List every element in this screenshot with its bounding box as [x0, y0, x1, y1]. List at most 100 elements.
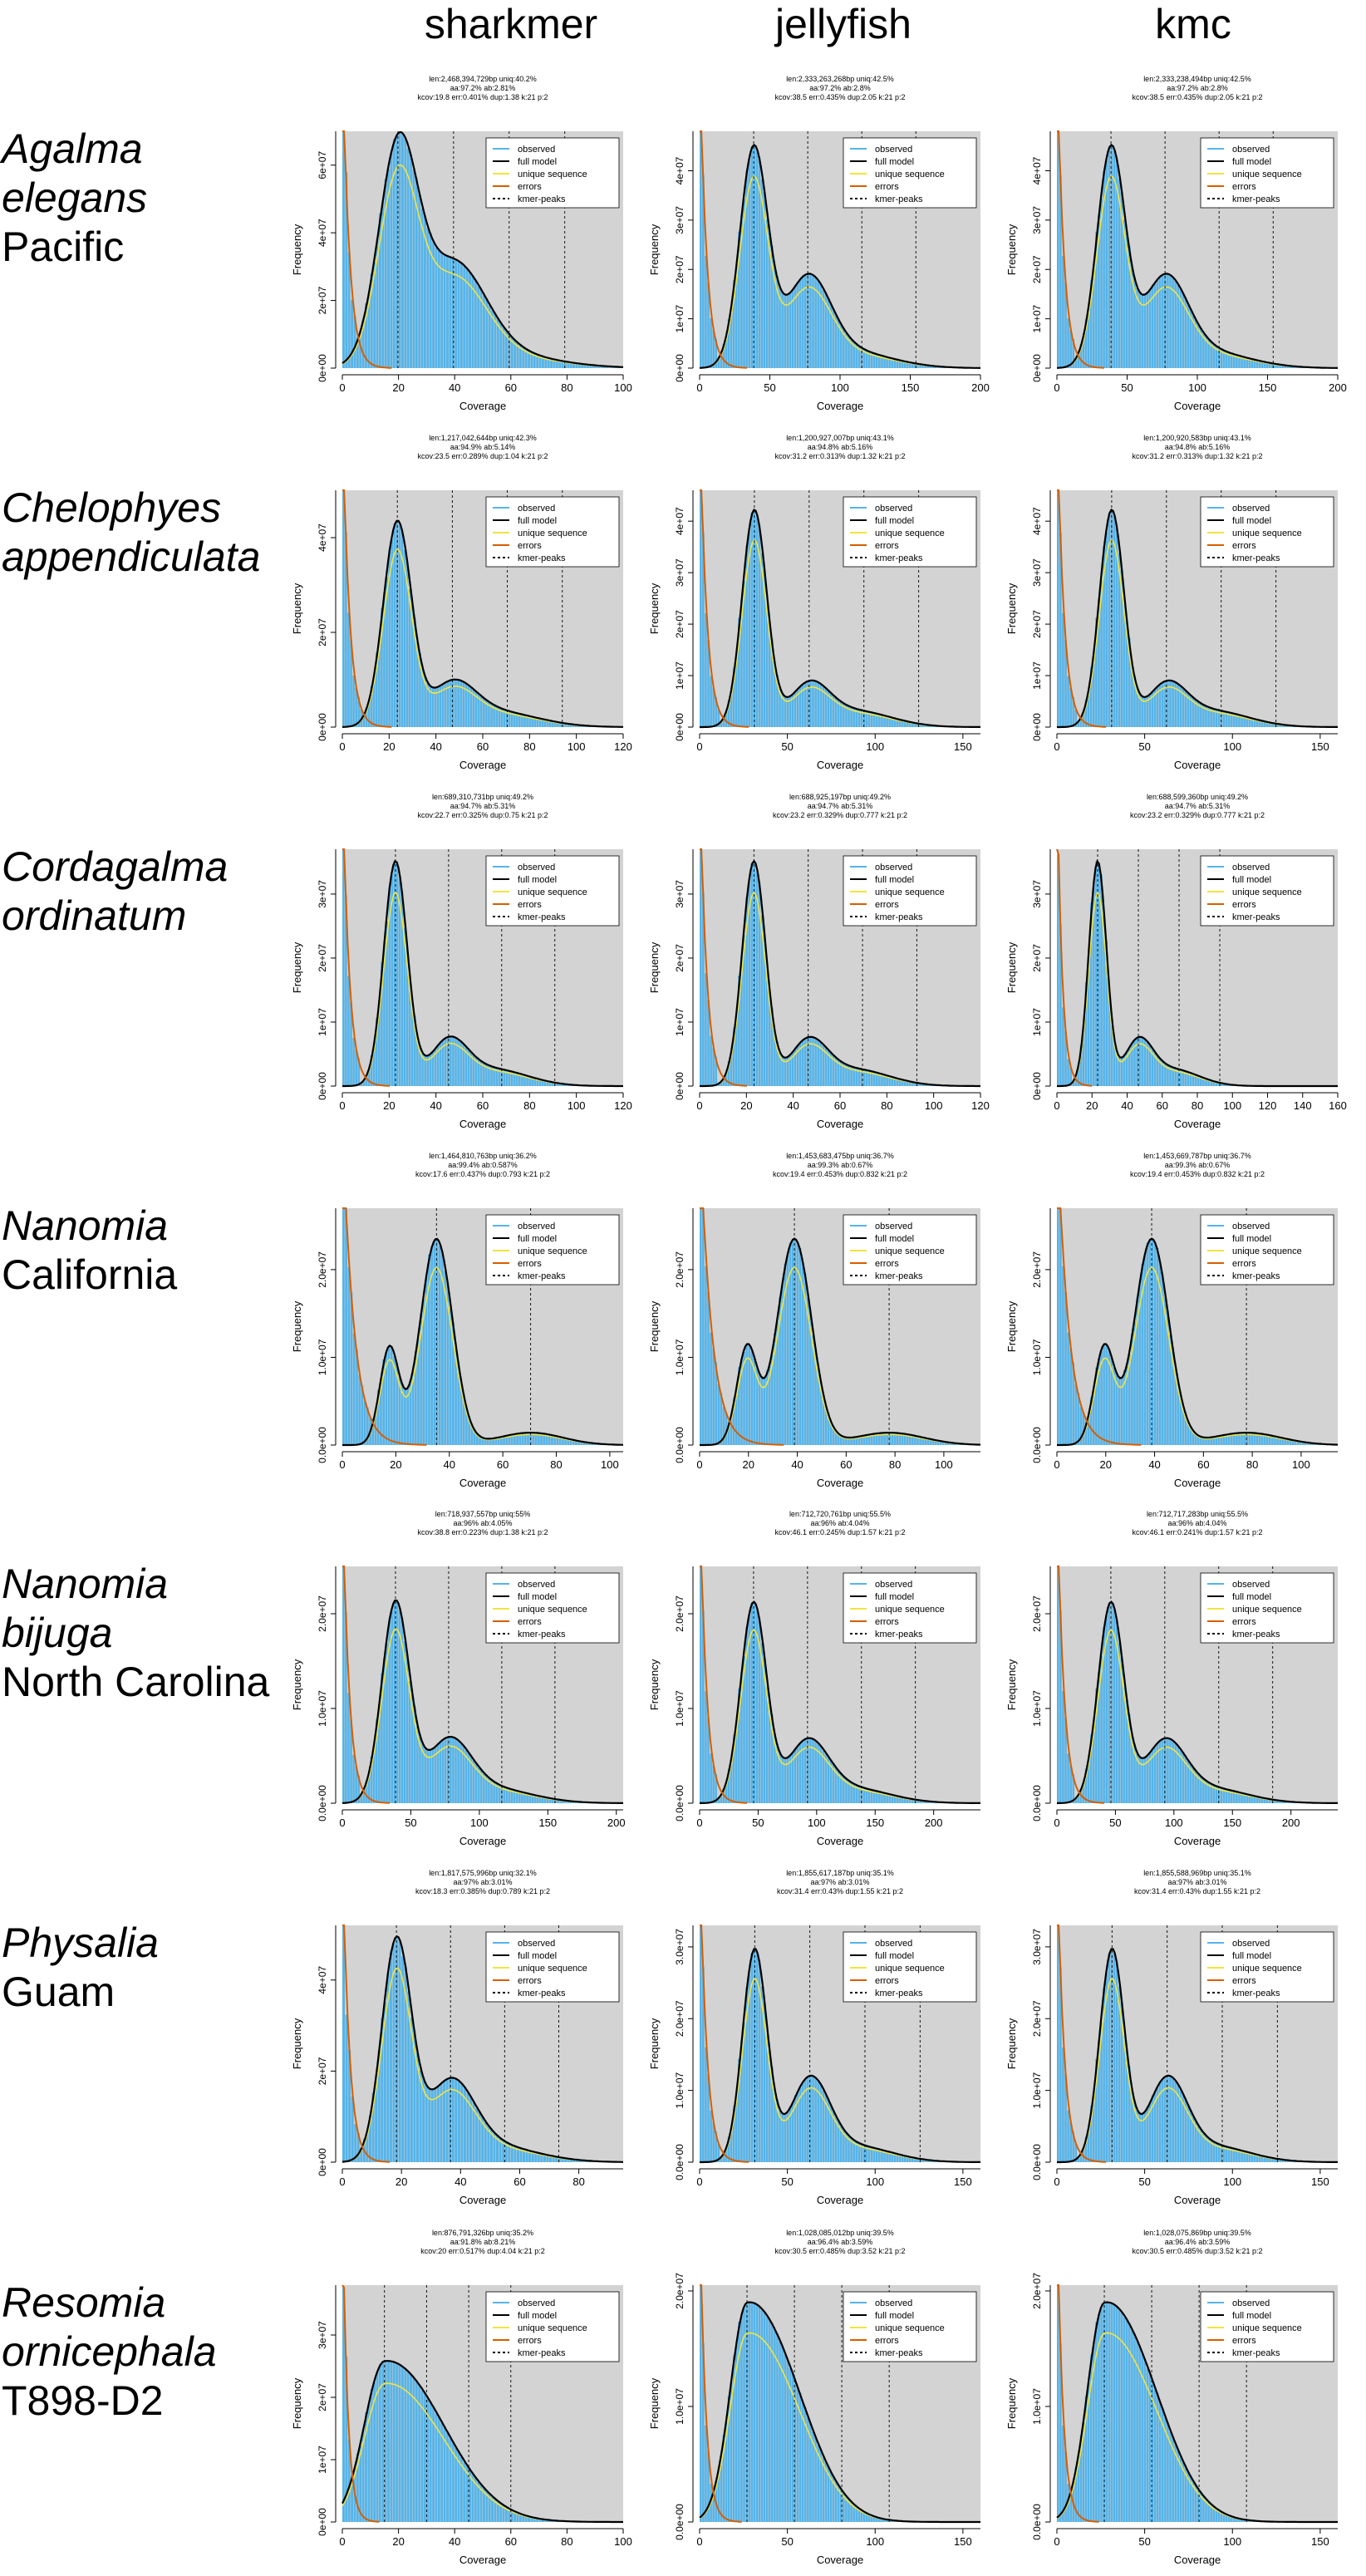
observed-bar — [1143, 295, 1146, 368]
legend-label: unique sequence — [875, 1246, 945, 1256]
plot-stats-line: kcov:19.4 err:0.453% dup:0.832 k:21 p:2 — [773, 1170, 907, 1178]
x-tick-label: 100 — [925, 1099, 943, 1112]
legend-label: unique sequence — [518, 887, 587, 897]
observed-bar — [1067, 2111, 1069, 2162]
x-tick-label: 40 — [430, 740, 441, 753]
y-axis-label: Frequency — [291, 2377, 303, 2429]
observed-bar — [352, 1755, 355, 1803]
observed-bar — [705, 1266, 707, 1445]
x-axis-label: Coverage — [459, 1835, 506, 1847]
legend-label: kmer-peaks — [875, 1630, 923, 1639]
observed-bar — [353, 1334, 356, 1445]
plot-stats-line: aa:97.2% ab:2.8% — [1167, 84, 1228, 92]
plot-stats-line: len:712,720,761bp uniq:55.5% — [789, 1510, 891, 1518]
observed-bar — [1111, 2303, 1113, 2522]
x-tick-label: 200 — [607, 1816, 626, 1829]
plot-stats-line: aa:97% ab:3.01% — [1167, 1878, 1226, 1886]
observed-bar — [705, 1691, 707, 1803]
legend-label: observed — [875, 1939, 912, 1949]
observed-bar — [1057, 490, 1059, 727]
legend-label: kmer-peaks — [875, 1271, 923, 1281]
observed-bar — [342, 131, 345, 368]
y-axis-label: Frequency — [1005, 2018, 1018, 2069]
legend-label: kmer-peaks — [518, 553, 566, 563]
plot-stats-line: aa:99.3% ab:0.67% — [1165, 1161, 1231, 1169]
plot-stats-line: aa:94.9% ab:5.14% — [450, 443, 516, 451]
observed-bar — [1062, 2426, 1064, 2522]
legend-label: kmer-peaks — [1232, 194, 1280, 204]
column-header-jellyfish: jellyfish — [719, 0, 968, 48]
plot-stats-line: len:2,333,238,494bp uniq:42.5% — [1143, 75, 1251, 83]
legend-label: observed — [518, 504, 555, 514]
x-tick-label: 150 — [1311, 2175, 1329, 2188]
plot-stats-line: kcov:18.3 err:0.385% dup:0.789 k:21 p:2 — [415, 1887, 550, 1895]
observed-bar — [705, 2426, 707, 2522]
legend-label: errors — [518, 2336, 542, 2346]
observed-bar — [435, 248, 438, 368]
x-tick-label: 100 — [935, 1458, 953, 1471]
plot-stats-line: len:1,453,683,475bp uniq:36.7% — [786, 1152, 894, 1160]
observed-bar — [759, 2306, 761, 2522]
observed-bar — [1105, 2303, 1108, 2522]
observed-bar — [1062, 613, 1064, 727]
observed-bar — [1067, 676, 1069, 727]
y-axis-label: Frequency — [1005, 583, 1018, 634]
plot-stats-line: kcov:17.6 err:0.437% dup:0.793 k:21 p:2 — [415, 1170, 550, 1178]
x-tick-label: 40 — [1148, 1458, 1160, 1471]
legend-label: kmer-peaks — [1232, 2348, 1280, 2358]
x-tick-label: 100 — [1223, 2175, 1241, 2188]
legend-label: full model — [1232, 1951, 1271, 1961]
y-axis-label: Frequency — [648, 2018, 661, 2069]
plot-stats-line: kcov:23.5 err:0.289% dup:1.04 k:21 p:2 — [417, 452, 548, 460]
x-tick-label: 20 — [743, 1458, 754, 1471]
x-tick-label: 40 — [444, 1458, 455, 1471]
plot-stats-line: aa:97.2% ab:2.81% — [450, 84, 516, 92]
x-tick-label: 200 — [1329, 381, 1347, 394]
observed-bar — [393, 2362, 396, 2522]
legend-label: unique sequence — [875, 528, 945, 538]
x-axis-label: Coverage — [459, 2194, 506, 2206]
x-tick-label: 60 — [505, 381, 517, 394]
y-tick-label: 2e+07 — [317, 2383, 328, 2411]
plot-stats-line: aa:96% ab:4.04% — [1167, 1519, 1226, 1527]
legend-label: unique sequence — [875, 170, 945, 179]
observed-bar — [347, 976, 350, 1086]
x-tick-label: 80 — [572, 2175, 584, 2188]
x-tick-label: 60 — [1197, 1458, 1209, 1471]
legend-label: unique sequence — [1232, 1605, 1302, 1615]
y-axis-label: Frequency — [648, 941, 661, 993]
plot-stats-line: kcov:31.2 err:0.313% dup:1.32 k:21 p:2 — [1132, 452, 1262, 460]
observed-bar — [786, 295, 789, 368]
y-tick-label: 1.0e+07 — [674, 1690, 685, 1727]
observed-bar — [431, 2089, 434, 2162]
legend-label: full model — [518, 157, 557, 167]
legend-label: errors — [875, 1976, 899, 1986]
legend-label: errors — [875, 1617, 899, 1627]
x-tick-label: 100 — [614, 2535, 632, 2548]
y-tick-label: 1.0e+07 — [674, 1339, 685, 1375]
observed-bar — [440, 253, 443, 368]
plot-stats-line: aa:96% ab:4.05% — [453, 1519, 512, 1527]
legend-label: full model — [1232, 875, 1271, 885]
observed-bar — [1075, 1384, 1078, 1445]
y-tick-label: 2e+07 — [674, 610, 685, 638]
legend-label: observed — [1232, 1939, 1270, 1949]
x-tick-label: 100 — [1223, 2535, 1241, 2548]
x-tick-label: 60 — [477, 740, 489, 753]
observed-bar — [1062, 1691, 1064, 1803]
legend-label: full model — [875, 1592, 914, 1602]
plot-stats-line: kcov:23.2 err:0.329% dup:0.777 k:21 p:2 — [1130, 811, 1265, 819]
y-axis-label: Frequency — [648, 583, 661, 634]
observed-bar — [345, 1208, 347, 1445]
y-axis-label: Frequency — [648, 224, 661, 275]
legend-label: errors — [875, 900, 899, 910]
x-tick-label: 150 — [1223, 1816, 1241, 1829]
x-tick-label: 80 — [881, 1099, 892, 1112]
observed-bar — [342, 1925, 345, 2162]
species-name: ordinatum — [2, 892, 228, 941]
legend-label: unique sequence — [875, 1964, 945, 1974]
legend-label: kmer-peaks — [518, 1271, 566, 1281]
